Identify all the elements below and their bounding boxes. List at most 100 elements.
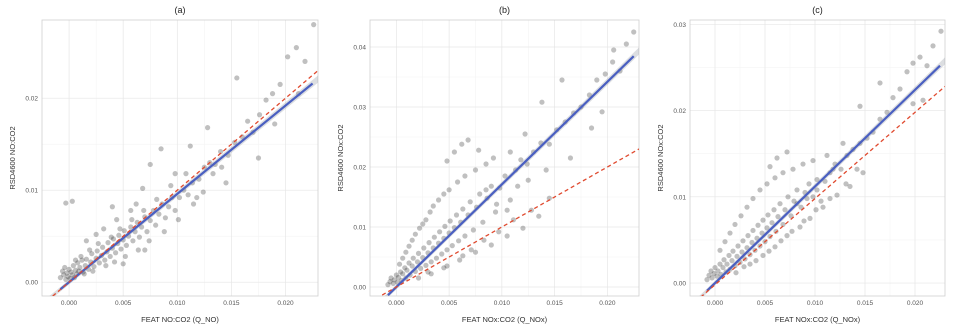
data-point [744, 204, 750, 210]
data-point [428, 271, 434, 277]
y-tick-label: 0.01 [25, 188, 38, 195]
data-point [847, 183, 853, 190]
data-point [153, 222, 159, 228]
data-point [158, 146, 164, 152]
data-point [415, 250, 422, 256]
y-axis-title: RSD4600 NO:CO2 [8, 126, 17, 189]
data-point [415, 275, 422, 281]
data-point [200, 189, 206, 195]
data-point [755, 222, 761, 228]
data-point [504, 207, 510, 213]
data-point [543, 167, 549, 173]
data-point [460, 206, 466, 212]
data-point [219, 164, 225, 170]
data-point [120, 261, 126, 267]
data-point [435, 197, 442, 203]
data-point [476, 147, 482, 153]
data-point [94, 248, 100, 254]
data-point [623, 41, 629, 47]
data-point [488, 183, 494, 189]
data-point [910, 101, 916, 107]
plot-frame [369, 19, 640, 297]
data-point [168, 183, 174, 189]
data-point [402, 265, 408, 271]
data-point [586, 92, 593, 98]
data-point [504, 233, 510, 239]
data-point [118, 246, 124, 252]
data-point [524, 161, 530, 167]
data-point [744, 245, 750, 251]
data-point [62, 264, 68, 271]
data-point [421, 245, 427, 251]
data-point [790, 166, 796, 172]
data-point [68, 269, 74, 275]
data-point [782, 207, 788, 213]
data-point [387, 279, 393, 285]
data-point [594, 77, 600, 83]
data-point [539, 99, 545, 105]
data-point [706, 272, 712, 278]
data-point [711, 270, 717, 277]
data-point [403, 249, 409, 255]
data-point [95, 240, 101, 247]
data-point [433, 255, 440, 261]
data-point [135, 247, 141, 253]
data-point [91, 263, 97, 270]
y-tick-label: 0.02 [673, 108, 686, 115]
data-point [446, 187, 452, 193]
data-point [546, 141, 552, 147]
y-axis-title: RSD4600 NOx:CO2 [656, 124, 665, 191]
data-point [388, 275, 394, 281]
data-point [138, 224, 145, 230]
data-point [400, 271, 406, 277]
data-point [775, 214, 781, 220]
data-point [747, 261, 753, 267]
data-point [754, 235, 760, 241]
data-point [107, 253, 113, 260]
data-point [467, 199, 473, 205]
data-point [72, 267, 79, 273]
data-point [709, 275, 715, 281]
data-point [515, 183, 521, 189]
data-point [738, 213, 744, 219]
data-point [546, 195, 552, 201]
data-point [109, 204, 115, 210]
data-point [753, 258, 759, 264]
data-point [77, 264, 83, 271]
data-point [717, 247, 723, 253]
data-point [904, 69, 910, 75]
one-to-one-reference-line [51, 70, 318, 296]
data-point [311, 22, 317, 28]
data-point [256, 112, 263, 118]
data-point [116, 232, 122, 238]
data-point [263, 97, 269, 103]
x-tick-label: 0.005 [115, 300, 132, 307]
data-point [745, 233, 751, 239]
data-point [602, 71, 608, 77]
data-point [827, 195, 833, 202]
x-tick-label: 0.015 [546, 300, 563, 307]
data-point [483, 161, 489, 167]
plot-area [49, 22, 318, 296]
data-point [769, 220, 775, 226]
data-point [470, 227, 476, 233]
data-point [444, 263, 450, 269]
data-point [807, 215, 813, 221]
data-point [777, 201, 783, 207]
data-point [121, 228, 127, 234]
data-point [136, 234, 143, 240]
data-point [480, 219, 486, 225]
data-point [722, 239, 728, 245]
data-point [704, 277, 710, 283]
data-point [404, 267, 410, 273]
data-point [924, 63, 930, 69]
data-point [520, 225, 526, 231]
regression-line [706, 64, 941, 292]
data-point [518, 157, 524, 163]
fit-confidence-band [49, 75, 318, 296]
data-point [185, 192, 191, 198]
data-point [128, 224, 134, 230]
data-point [854, 166, 860, 172]
data-point [409, 263, 415, 269]
data-point [785, 194, 791, 200]
